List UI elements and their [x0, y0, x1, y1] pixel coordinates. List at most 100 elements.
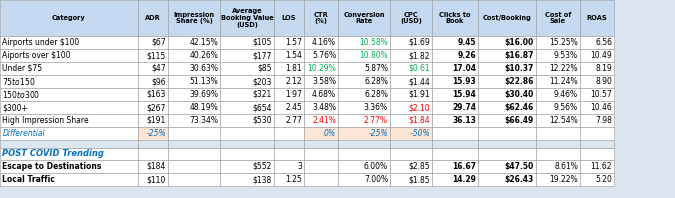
Bar — [536, 160, 580, 173]
Text: $1.91: $1.91 — [408, 90, 430, 99]
Text: $530: $530 — [252, 116, 272, 125]
Text: 3: 3 — [297, 162, 302, 171]
Bar — [0, 173, 138, 186]
Bar — [220, 127, 274, 140]
Bar — [338, 148, 390, 160]
Bar — [138, 49, 168, 62]
Text: $47.50: $47.50 — [505, 162, 534, 171]
Bar — [220, 148, 274, 160]
Text: 4.16%: 4.16% — [312, 38, 336, 47]
Bar — [138, 173, 168, 186]
Text: $66.49: $66.49 — [505, 116, 534, 125]
Text: -25%: -25% — [146, 129, 166, 138]
Text: 17.04: 17.04 — [452, 64, 476, 73]
Text: $1.85: $1.85 — [408, 175, 430, 184]
Text: $96: $96 — [151, 77, 166, 86]
Bar — [304, 160, 338, 173]
Bar — [220, 88, 274, 101]
Bar — [274, 75, 304, 88]
Text: 2.41%: 2.41% — [312, 116, 336, 125]
Bar — [478, 62, 536, 75]
Bar — [390, 75, 432, 88]
Text: High Impression Share: High Impression Share — [3, 116, 89, 125]
Text: 11.24%: 11.24% — [549, 77, 578, 86]
Bar — [432, 49, 478, 62]
Bar — [580, 62, 614, 75]
Text: 7.98: 7.98 — [595, 116, 612, 125]
Text: $110: $110 — [146, 175, 166, 184]
Text: $552: $552 — [252, 162, 272, 171]
Bar — [304, 49, 338, 62]
Bar — [168, 140, 220, 148]
Bar — [478, 173, 536, 186]
Text: $75 to $150: $75 to $150 — [3, 76, 36, 87]
Bar — [390, 114, 432, 127]
Text: 51.13%: 51.13% — [189, 77, 218, 86]
Bar — [138, 127, 168, 140]
Text: 10.80%: 10.80% — [359, 51, 388, 60]
Bar — [304, 148, 338, 160]
Text: 30.63%: 30.63% — [189, 64, 218, 73]
Text: 1.57: 1.57 — [285, 38, 302, 47]
Bar — [390, 88, 432, 101]
Text: 5.76%: 5.76% — [312, 51, 336, 60]
Text: 7.00%: 7.00% — [364, 175, 388, 184]
Text: Aiports over $100: Aiports over $100 — [3, 51, 71, 60]
Bar — [168, 148, 220, 160]
Bar — [304, 127, 338, 140]
Bar — [274, 62, 304, 75]
Text: 8.19: 8.19 — [595, 64, 612, 73]
Text: -25%: -25% — [369, 129, 388, 138]
Bar — [168, 36, 220, 49]
Bar — [168, 101, 220, 114]
Text: $115: $115 — [146, 51, 166, 60]
Bar — [0, 148, 138, 160]
Bar — [338, 114, 390, 127]
Text: 12.22%: 12.22% — [549, 64, 578, 73]
Text: 29.74: 29.74 — [452, 103, 476, 112]
Bar — [338, 160, 390, 173]
Text: 2.45: 2.45 — [285, 103, 302, 112]
Text: $1.44: $1.44 — [408, 77, 430, 86]
Text: Average
Booking Value
(USD): Average Booking Value (USD) — [221, 9, 273, 28]
Text: 2.77%: 2.77% — [364, 116, 388, 125]
Bar — [0, 49, 138, 62]
Bar — [168, 160, 220, 173]
Text: $150 to $300: $150 to $300 — [3, 89, 40, 100]
Bar — [0, 140, 138, 148]
Bar — [338, 101, 390, 114]
Text: 0%: 0% — [324, 129, 336, 138]
Text: 5.20: 5.20 — [595, 175, 612, 184]
Bar — [338, 62, 390, 75]
Bar — [580, 140, 614, 148]
Bar — [580, 148, 614, 160]
Bar — [478, 36, 536, 49]
Bar — [304, 101, 338, 114]
Bar — [0, 186, 614, 198]
Text: 73.34%: 73.34% — [189, 116, 218, 125]
Text: $2.85: $2.85 — [408, 162, 430, 171]
Text: CPC
(USD): CPC (USD) — [400, 12, 422, 24]
Bar — [580, 75, 614, 88]
Bar — [478, 0, 536, 36]
Text: 42.15%: 42.15% — [189, 38, 218, 47]
Bar — [274, 148, 304, 160]
Text: $163: $163 — [146, 90, 166, 99]
Bar — [432, 148, 478, 160]
Text: 4.68%: 4.68% — [312, 90, 336, 99]
Text: $267: $267 — [146, 103, 166, 112]
Bar — [536, 140, 580, 148]
Bar — [304, 140, 338, 148]
Bar — [580, 114, 614, 127]
Text: 1.97: 1.97 — [285, 90, 302, 99]
Text: $30.40: $30.40 — [505, 90, 534, 99]
Bar — [0, 0, 138, 36]
Bar — [536, 0, 580, 36]
Text: $300+: $300+ — [3, 103, 28, 112]
Text: POST COVID Trending: POST COVID Trending — [3, 149, 105, 159]
Text: $105: $105 — [252, 38, 272, 47]
Bar — [338, 75, 390, 88]
Bar — [478, 75, 536, 88]
Text: 15.94: 15.94 — [452, 90, 476, 99]
Bar — [274, 88, 304, 101]
